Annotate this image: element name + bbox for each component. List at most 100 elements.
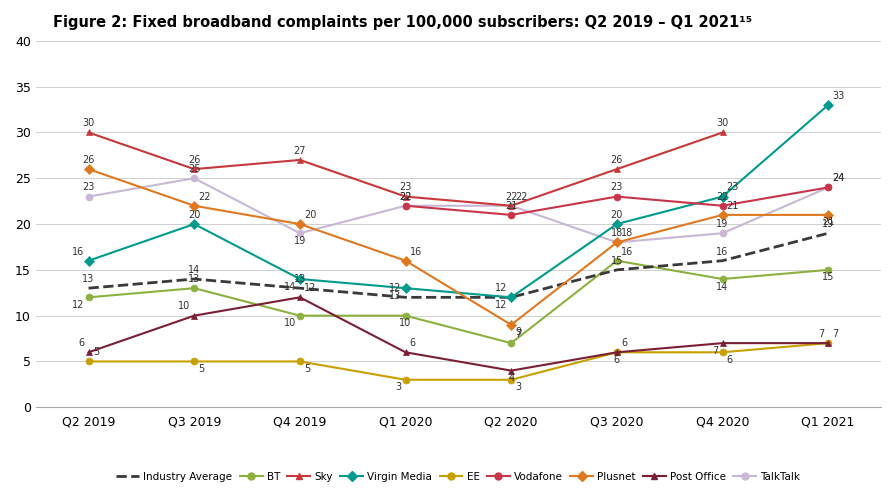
Line: Vodafone: Vodafone (402, 184, 831, 218)
Sky (611, 166, 622, 172)
Text: 12: 12 (495, 300, 507, 310)
Text: 25: 25 (188, 164, 201, 174)
Text: 30: 30 (82, 118, 95, 129)
Text: 18: 18 (621, 228, 633, 238)
Text: 27: 27 (294, 146, 306, 156)
EE (823, 340, 833, 346)
EE (717, 349, 728, 355)
Text: 23: 23 (82, 182, 95, 193)
Post Office (717, 340, 728, 346)
Text: 21: 21 (822, 217, 834, 227)
Text: 3: 3 (395, 382, 401, 392)
Vodafone (611, 194, 622, 200)
Text: 13: 13 (82, 274, 95, 284)
Plusnet (189, 203, 200, 209)
Industry Average (401, 294, 411, 300)
Line: Sky: Sky (85, 129, 726, 209)
BT (506, 340, 517, 346)
TalkTalk (717, 230, 728, 236)
EE (83, 358, 94, 364)
Industry Average (83, 285, 94, 291)
Line: Virgin Media: Virgin Media (85, 101, 831, 301)
Text: 12: 12 (495, 283, 507, 293)
Text: 5: 5 (92, 347, 99, 357)
Vodafone (823, 184, 833, 191)
Text: 16: 16 (409, 246, 422, 257)
Plusnet (295, 221, 306, 227)
Plusnet (83, 166, 94, 172)
Virgin Media (506, 294, 517, 300)
Sky (401, 194, 411, 200)
Text: 24: 24 (832, 173, 845, 183)
Text: 24: 24 (832, 173, 845, 183)
Text: 6: 6 (614, 355, 620, 365)
Text: 14: 14 (717, 282, 728, 291)
Text: 19: 19 (717, 219, 728, 229)
Text: 13: 13 (188, 274, 201, 284)
Text: 12: 12 (72, 300, 84, 310)
Sky (295, 157, 306, 163)
Line: BT: BT (85, 257, 831, 347)
Text: 26: 26 (611, 155, 623, 165)
Industry Average (611, 267, 622, 273)
Virgin Media (717, 194, 728, 200)
Text: 9: 9 (515, 327, 521, 337)
Text: 14: 14 (188, 265, 201, 275)
Text: 10: 10 (283, 318, 296, 328)
Text: 5: 5 (198, 364, 204, 374)
Sky (189, 166, 200, 172)
EE (401, 377, 411, 383)
Vodafone (401, 203, 411, 209)
Text: 19: 19 (822, 219, 834, 229)
Text: 21: 21 (727, 201, 739, 211)
Text: 14: 14 (283, 282, 296, 291)
EE (189, 358, 200, 364)
Post Office (823, 340, 833, 346)
Text: 22: 22 (505, 192, 518, 202)
Text: 6: 6 (621, 338, 627, 348)
Text: 19: 19 (294, 236, 306, 246)
Text: 26: 26 (188, 155, 201, 165)
Text: 33: 33 (832, 91, 845, 101)
Text: 22: 22 (400, 192, 412, 202)
Post Office (401, 349, 411, 355)
Vodafone (717, 203, 728, 209)
BT (83, 294, 94, 300)
Sky (506, 203, 517, 209)
Text: 26: 26 (82, 155, 95, 165)
Post Office (83, 349, 94, 355)
Text: 22: 22 (716, 192, 728, 202)
BT (611, 258, 622, 264)
Text: 22: 22 (515, 192, 528, 202)
Line: EE: EE (85, 340, 831, 383)
Text: Figure 2: Fixed broadband complaints per 100,000 subscribers: Q2 2019 – Q1 2021¹: Figure 2: Fixed broadband complaints per… (53, 15, 752, 30)
Text: 7: 7 (832, 329, 839, 339)
Text: 3: 3 (515, 382, 521, 392)
Text: 23: 23 (727, 182, 739, 193)
Virgin Media (189, 221, 200, 227)
Text: 7: 7 (712, 346, 719, 356)
Industry Average (823, 230, 833, 236)
BT (189, 285, 200, 291)
Text: 4: 4 (508, 373, 514, 383)
Text: 12: 12 (389, 283, 401, 293)
Plusnet (401, 258, 411, 264)
BT (823, 267, 833, 273)
Post Office (506, 367, 517, 373)
Virgin Media (611, 221, 622, 227)
TalkTalk (823, 184, 833, 191)
Text: 7: 7 (515, 329, 521, 339)
Text: 12: 12 (304, 283, 316, 293)
EE (611, 349, 622, 355)
Virgin Media (823, 102, 833, 108)
Text: 13: 13 (389, 291, 401, 301)
Legend: Industry Average, BT, Sky, Virgin Media, EE, Vodafone, Plusnet, Post Office, Tal: Industry Average, BT, Sky, Virgin Media,… (112, 467, 805, 486)
Text: 22: 22 (198, 192, 211, 202)
Text: 16: 16 (621, 246, 633, 257)
Text: 13: 13 (294, 274, 306, 284)
Text: 7: 7 (818, 329, 824, 339)
Post Office (611, 349, 622, 355)
Line: Industry Average: Industry Average (89, 233, 828, 297)
Text: 10: 10 (177, 301, 190, 311)
Text: 22: 22 (400, 192, 412, 202)
